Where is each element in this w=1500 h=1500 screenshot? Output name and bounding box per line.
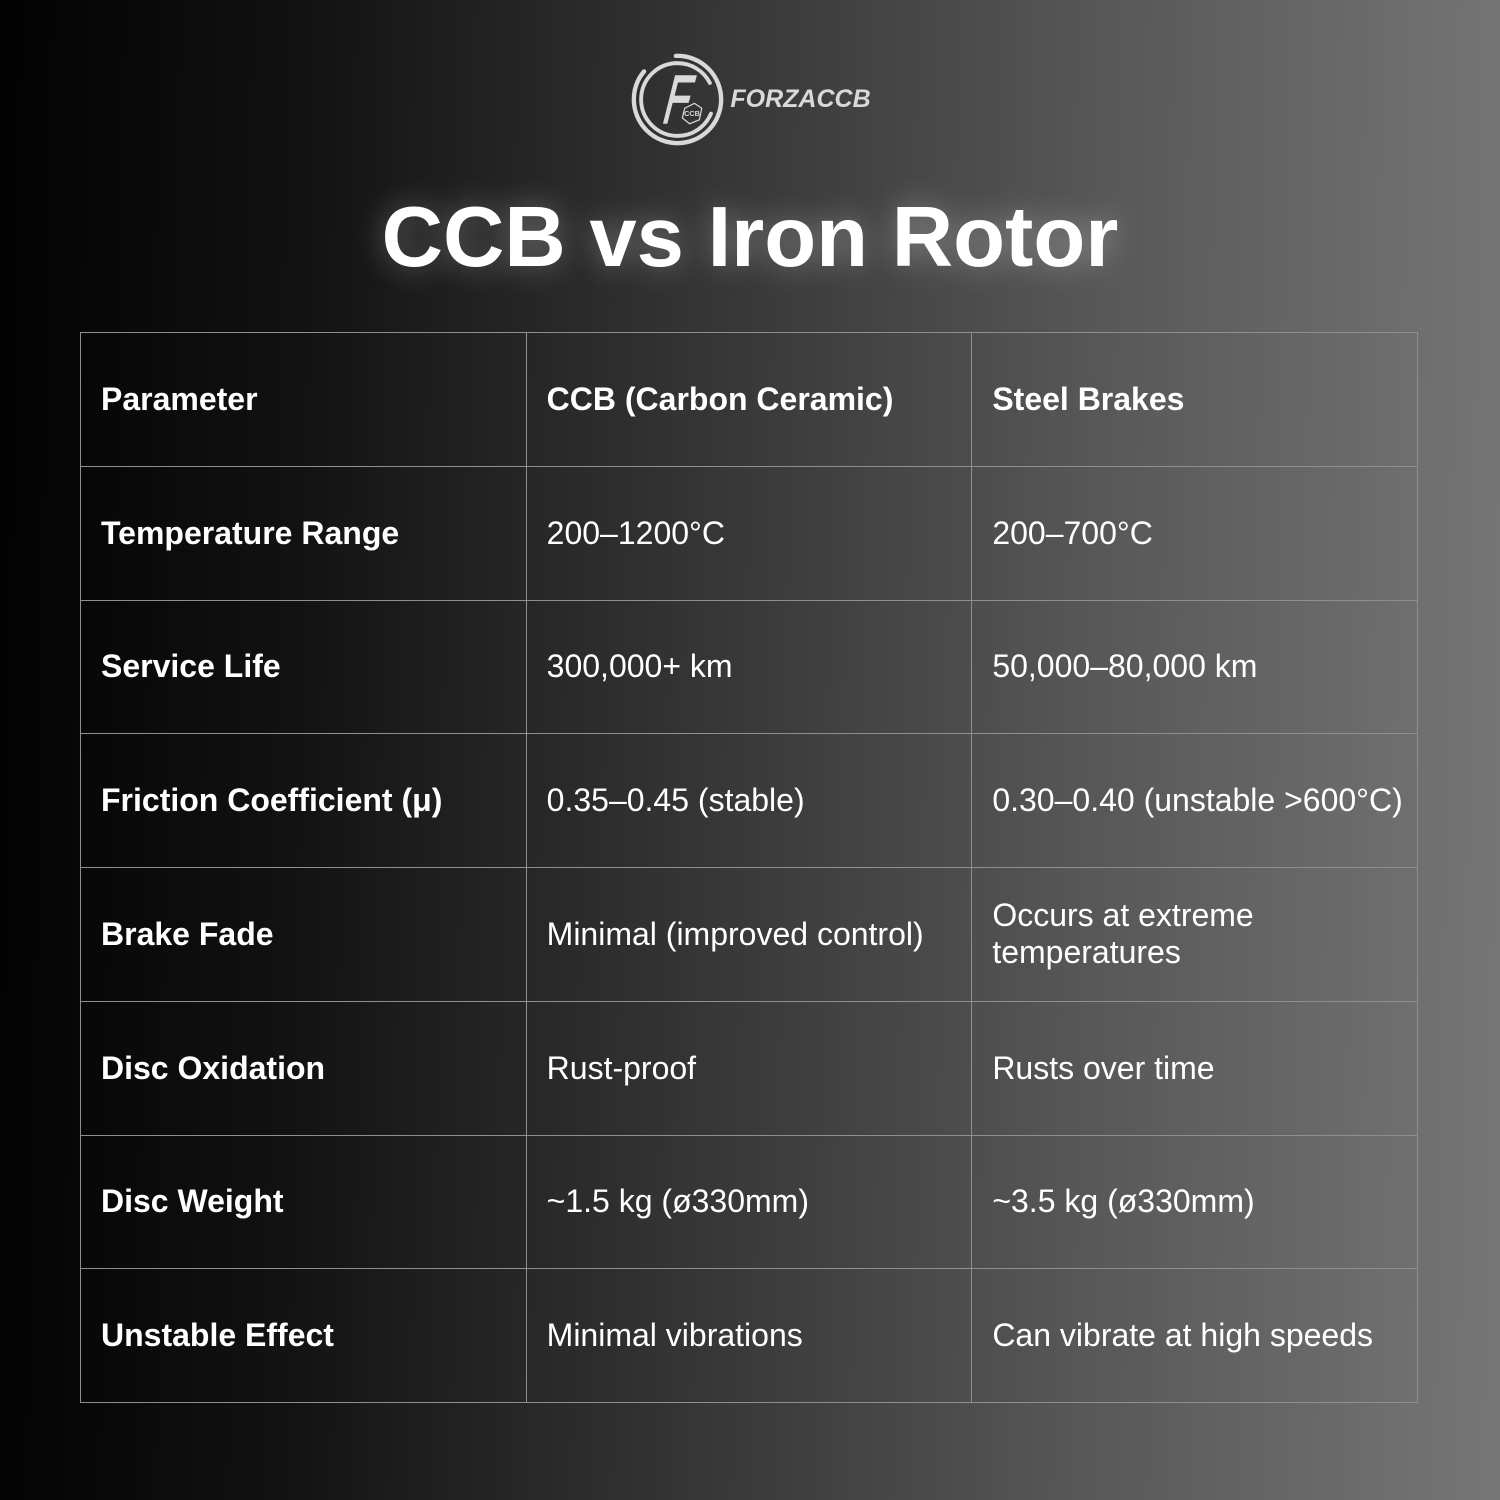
- svg-text:CCB: CCB: [685, 108, 701, 117]
